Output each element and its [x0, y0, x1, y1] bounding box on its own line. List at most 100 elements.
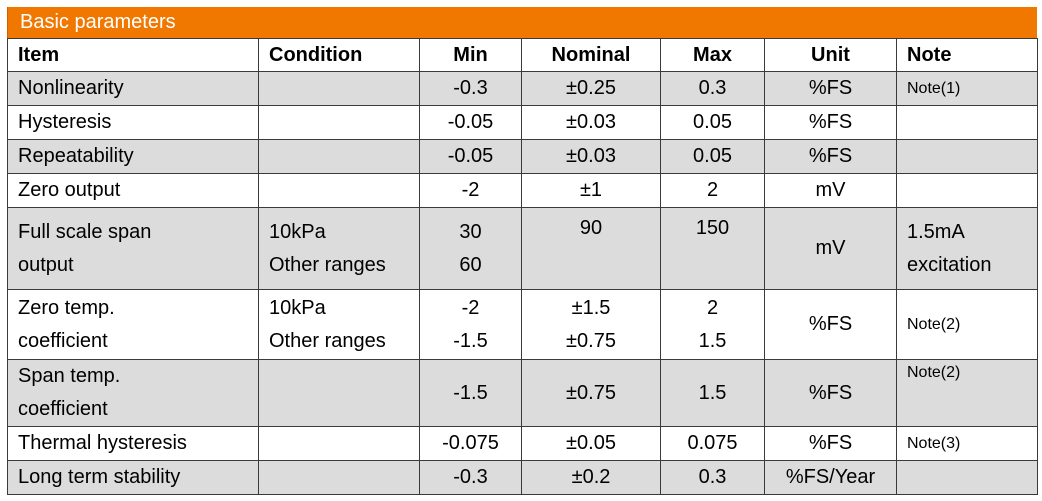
table-row: Zero output -2 ±1 2 mV [7, 173, 1038, 208]
cell-nominal-value: 90 [579, 217, 603, 239]
cell-max: 2 [660, 173, 765, 208]
header-max: Max [660, 38, 765, 72]
cell-condition-line2: Other ranges [269, 329, 386, 352]
cell-max: 0.05 [660, 139, 765, 174]
cell-unit: %FS [764, 426, 897, 461]
cell-min: -0.075 [419, 426, 522, 461]
cell-condition [258, 139, 420, 174]
cell-condition [258, 426, 420, 461]
cell-nominal: ±0.25 [521, 71, 661, 106]
cell-min: -0.3 [419, 460, 522, 495]
cell-unit: %FS [764, 139, 897, 174]
cell-condition-line2: Other ranges [269, 253, 386, 276]
cell-item: Nonlinearity [7, 71, 259, 106]
cell-max-line2: 1.5 [698, 329, 727, 352]
cell-note: Note(1) [896, 71, 1038, 106]
cell-nominal-line1: ±1.5 [571, 296, 611, 319]
cell-unit: %FS/Year [764, 460, 897, 495]
cell-item-line1: Zero temp. [18, 296, 115, 319]
cell-min-line2: -1.5 [453, 329, 488, 352]
cell-unit: mV [764, 207, 897, 290]
header-nominal: Nominal [521, 38, 661, 72]
cell-condition [258, 359, 420, 427]
cell-nominal: ±0.03 [521, 105, 661, 140]
cell-nominal-line2: ±0.75 [566, 329, 616, 352]
cell-note [896, 139, 1038, 174]
table-row: Full scale span output 10kPa Other range… [7, 207, 1038, 290]
table-row: Nonlinearity -0.3 ±0.25 0.3 %FS Note(1) [7, 71, 1038, 106]
cell-note: Note(2) [896, 289, 1038, 360]
table-row: Hysteresis -0.05 ±0.03 0.05 %FS [7, 105, 1038, 140]
cell-note-line2: excitation [907, 253, 992, 276]
cell-item-line1: Span temp. [18, 365, 121, 387]
cell-item: Zero output [7, 173, 259, 208]
cell-nominal: ±0.03 [521, 139, 661, 174]
table-row: Repeatability -0.05 ±0.03 0.05 %FS [7, 139, 1038, 174]
cell-unit: %FS [764, 289, 897, 360]
cell-max: 0.3 [660, 71, 765, 106]
cell-item: Long term stability [7, 460, 259, 495]
cell-unit: %FS [764, 71, 897, 106]
cell-nominal: 90 [521, 207, 661, 290]
cell-max: 0.05 [660, 105, 765, 140]
cell-min: -2 -1.5 [419, 289, 522, 360]
cell-item-line2: coefficient [18, 329, 108, 352]
cell-condition-line1: 10kPa [269, 296, 326, 319]
cell-unit: mV [764, 173, 897, 208]
table-row: Long term stability -0.3 ±0.2 0.3 %FS/Ye… [7, 460, 1038, 495]
cell-unit: %FS [764, 105, 897, 140]
header-note: Note [896, 38, 1038, 72]
cell-condition [258, 173, 420, 208]
cell-item-line2: output [18, 253, 74, 276]
cell-max-value: 150 [695, 217, 730, 239]
cell-max: 1.5 [660, 359, 765, 427]
header-unit: Unit [764, 38, 897, 72]
cell-min: -0.3 [419, 71, 522, 106]
cell-note: 1.5mA excitation [896, 207, 1038, 290]
cell-item: Thermal hysteresis [7, 426, 259, 461]
cell-condition-line1: 10kPa [269, 220, 326, 243]
parameters-panel: Basic parameters Item Condition Min Nomi… [7, 7, 1038, 495]
cell-min-line1: 30 [459, 220, 482, 243]
cell-condition: 10kPa Other ranges [258, 289, 420, 360]
parameters-table: Item Condition Min Nominal Max Unit Note… [7, 38, 1038, 495]
cell-min-line2: 60 [459, 253, 482, 276]
cell-min: -2 [419, 173, 522, 208]
cell-note [896, 460, 1038, 495]
cell-condition: 10kPa Other ranges [258, 207, 420, 290]
cell-condition [258, 460, 420, 495]
cell-item-line1: Full scale span [18, 220, 152, 243]
cell-item: Span temp. coefficient [7, 359, 259, 427]
cell-nominal: ±0.75 [521, 359, 661, 427]
header-item: Item [7, 38, 259, 72]
cell-item: Repeatability [7, 139, 259, 174]
cell-max: 0.075 [660, 426, 765, 461]
cell-max: 150 [660, 207, 765, 290]
cell-nominal: ±1 [521, 173, 661, 208]
table-row: Zero temp. coefficient 10kPa Other range… [7, 289, 1038, 360]
cell-note-line1: 1.5mA [907, 220, 965, 243]
cell-min: 30 60 [419, 207, 522, 290]
table-row: Span temp. coefficient -1.5 ±0.75 1.5 %F… [7, 359, 1038, 427]
cell-condition [258, 71, 420, 106]
cell-min: -0.05 [419, 139, 522, 174]
table-row: Thermal hysteresis -0.075 ±0.05 0.075 %F… [7, 426, 1038, 461]
cell-max: 0.3 [660, 460, 765, 495]
cell-nominal: ±0.05 [521, 426, 661, 461]
cell-min-line1: -2 [461, 296, 480, 319]
section-title: Basic parameters [7, 7, 1037, 38]
cell-item: Full scale span output [7, 207, 259, 290]
cell-nominal: ±0.2 [521, 460, 661, 495]
cell-min: -1.5 [419, 359, 522, 427]
cell-unit: %FS [764, 359, 897, 427]
header-condition: Condition [258, 38, 420, 72]
cell-item: Hysteresis [7, 105, 259, 140]
cell-note: Note(3) [896, 426, 1038, 461]
cell-min: -0.05 [419, 105, 522, 140]
cell-note [896, 173, 1038, 208]
cell-item-line2: coefficient [18, 398, 108, 420]
cell-max-line1: 2 [706, 296, 719, 319]
cell-item: Zero temp. coefficient [7, 289, 259, 360]
cell-max: 2 1.5 [660, 289, 765, 360]
cell-note [896, 105, 1038, 140]
